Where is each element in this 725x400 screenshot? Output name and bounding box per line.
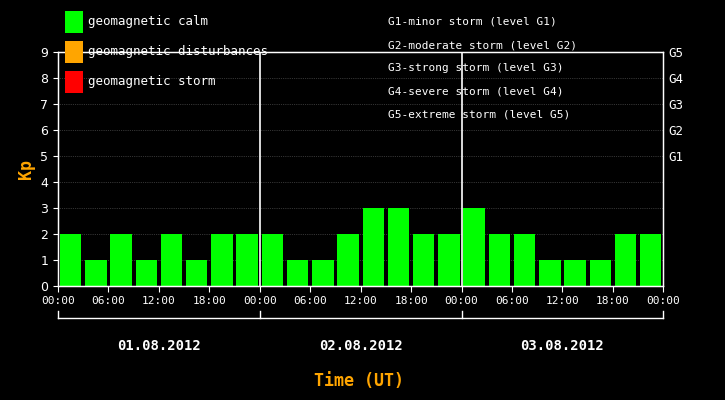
- Bar: [312, 260, 334, 286]
- Bar: [413, 234, 434, 286]
- Bar: [211, 234, 233, 286]
- Bar: [539, 260, 560, 286]
- Bar: [438, 234, 460, 286]
- Text: 02.08.2012: 02.08.2012: [319, 339, 402, 353]
- Bar: [287, 260, 308, 286]
- Bar: [60, 234, 81, 286]
- Bar: [85, 260, 107, 286]
- Text: Time (UT): Time (UT): [314, 372, 404, 390]
- Text: 03.08.2012: 03.08.2012: [521, 339, 605, 353]
- Bar: [136, 260, 157, 286]
- Bar: [236, 234, 258, 286]
- Bar: [337, 234, 359, 286]
- Bar: [489, 234, 510, 286]
- Bar: [186, 260, 207, 286]
- Text: geomagnetic calm: geomagnetic calm: [88, 16, 209, 28]
- Bar: [514, 234, 535, 286]
- Text: G5-extreme storm (level G5): G5-extreme storm (level G5): [388, 110, 570, 120]
- Text: geomagnetic storm: geomagnetic storm: [88, 76, 216, 88]
- Bar: [161, 234, 182, 286]
- Bar: [362, 208, 384, 286]
- Bar: [388, 208, 409, 286]
- Text: G4-severe storm (level G4): G4-severe storm (level G4): [388, 87, 563, 97]
- Text: G2-moderate storm (level G2): G2-moderate storm (level G2): [388, 40, 577, 50]
- Bar: [640, 234, 661, 286]
- Bar: [589, 260, 611, 286]
- Bar: [110, 234, 132, 286]
- Text: G1-minor storm (level G1): G1-minor storm (level G1): [388, 17, 557, 27]
- Text: geomagnetic disturbances: geomagnetic disturbances: [88, 46, 268, 58]
- Y-axis label: Kp: Kp: [17, 159, 35, 179]
- Bar: [564, 260, 586, 286]
- Text: G3-strong storm (level G3): G3-strong storm (level G3): [388, 64, 563, 74]
- Bar: [262, 234, 283, 286]
- Bar: [463, 208, 485, 286]
- Bar: [615, 234, 637, 286]
- Text: 01.08.2012: 01.08.2012: [117, 339, 201, 353]
